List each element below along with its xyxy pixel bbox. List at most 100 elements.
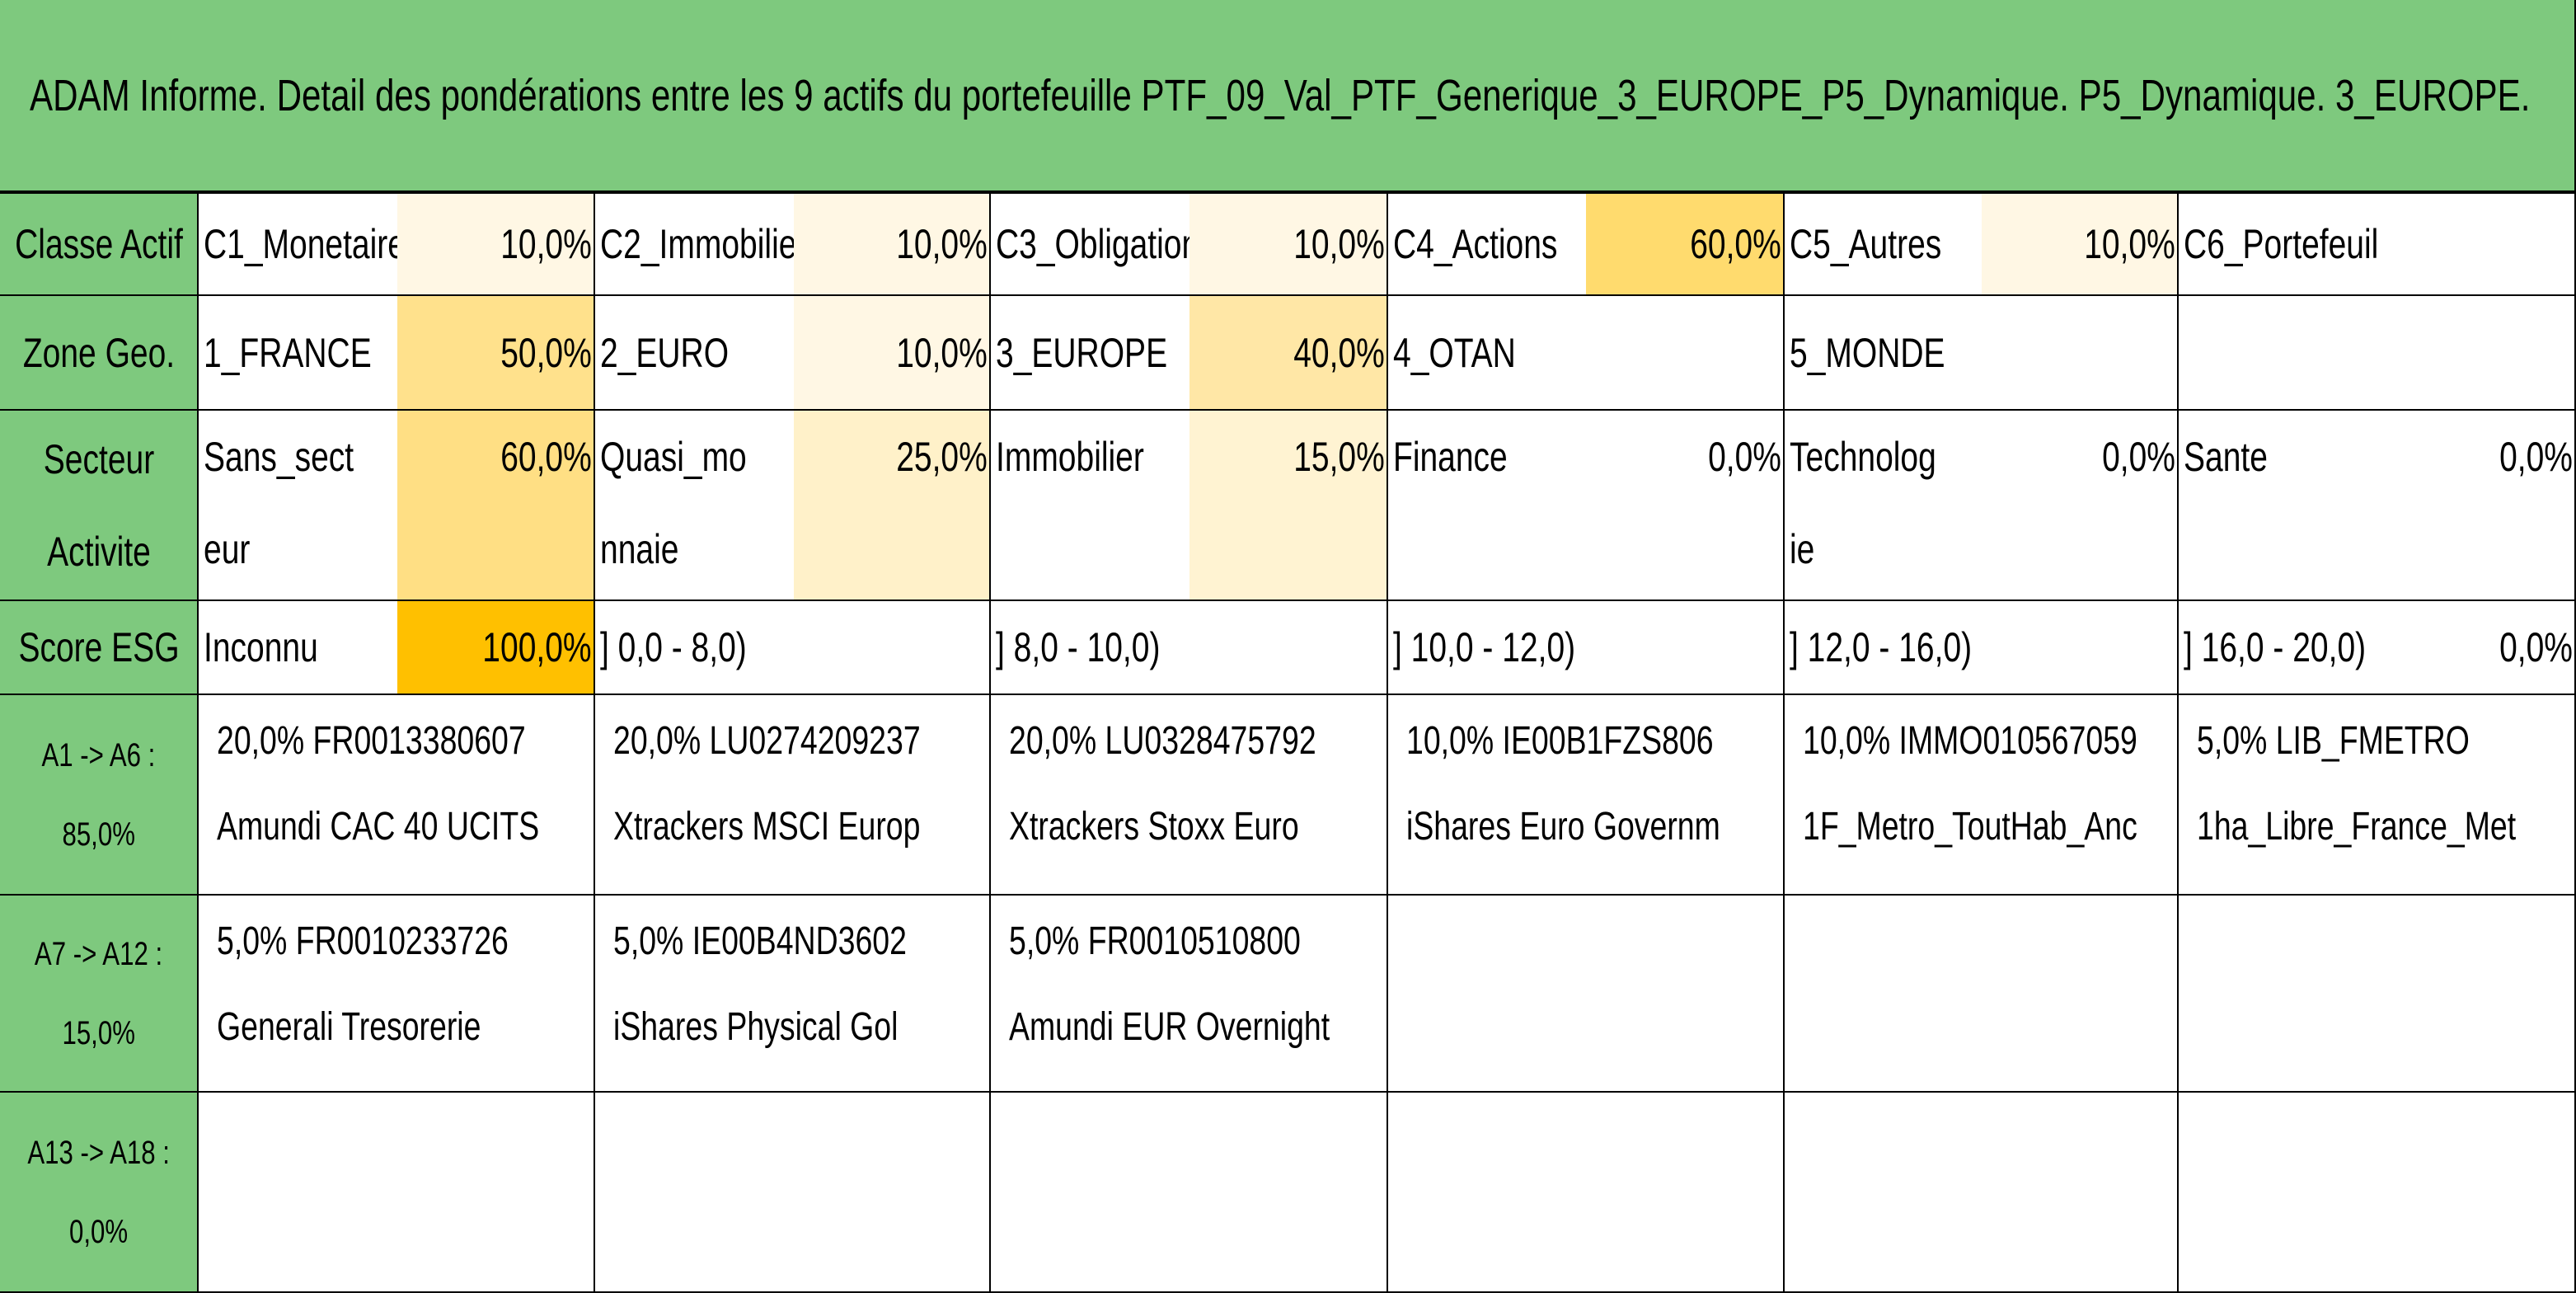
asset-total: 15,0% <box>62 1014 135 1051</box>
cell-value <box>1586 601 1785 695</box>
weight: 0,0% <box>1708 434 1781 480</box>
weight: 60,0% <box>1690 221 1781 267</box>
asset-cell: 10,0% IMMO010567059 1F_Metro_ToutHab_Anc <box>1785 695 2179 896</box>
category: 2_EURO <box>600 329 730 376</box>
weight: 15,0% <box>1293 434 1385 480</box>
category: Sante <box>2184 434 2268 480</box>
cell-name: Sante <box>2179 411 2377 601</box>
cell-value: 0,0% <box>1586 411 1785 601</box>
category: C5_Autres <box>1790 221 1942 267</box>
row-label: Zone Geo. <box>0 296 199 411</box>
cell-value <box>2377 296 2576 411</box>
asset-cell: 5,0% FR0010233726 Generali Tresorerie <box>199 896 595 1093</box>
cell-name: Finance <box>1388 411 1586 601</box>
cell-value: 15,0% <box>1189 411 1388 601</box>
cell-value: 10,0% <box>397 194 595 296</box>
asset-cell: 20,0% LU0274209237 Xtrackers MSCI Europ <box>595 695 991 896</box>
weight: 10,0% <box>500 221 592 267</box>
category: C1_Monetaire <box>204 221 397 267</box>
row-label: Score ESG <box>0 601 199 695</box>
asset-total: 85,0% <box>62 816 135 853</box>
cell-value: 0,0% <box>1982 411 2179 601</box>
category: 4_OTAN <box>1393 329 1516 376</box>
asset-cell: 5,0% IE00B4ND3602 iShares Physical Gol <box>595 896 991 1093</box>
cell-name: 1_FRANCE <box>199 296 397 411</box>
category: C3_Obligations <box>996 221 1189 267</box>
row-label: Secteur Activite <box>0 411 199 601</box>
cell-name: Technologie <box>1785 411 1982 601</box>
weight: 10,0% <box>2084 221 2175 267</box>
category: Inconnu <box>204 624 318 670</box>
cell-name: 4_OTAN <box>1388 296 1586 411</box>
asset-name: Xtrackers MSCI Europ <box>613 805 921 849</box>
asset-range: A1 -> A6 : <box>41 736 156 773</box>
asset-weight-code: 10,0% IE00B1FZS806 <box>1406 719 1714 763</box>
weight: 0,0% <box>2102 434 2175 480</box>
cell-value: 40,0% <box>1189 296 1388 411</box>
weight: 50,0% <box>500 329 592 376</box>
row-label-text: Zone Geo. <box>22 329 175 376</box>
asset-name: 1F_Metro_ToutHab_Anc <box>1803 805 2137 849</box>
cell-name: C5_Autres <box>1785 194 1982 296</box>
weight: 60,0% <box>500 434 592 480</box>
category: 1_FRANCE <box>204 329 372 376</box>
asset-name: Xtrackers Stoxx Euro <box>1009 805 1299 849</box>
category: ] 10,0 - 12,0) <box>1393 624 1576 670</box>
cell-name <box>2179 296 2377 411</box>
category: ] 0,0 - 8,0) <box>600 624 747 670</box>
cell-name: C2_Immobilier <box>595 194 794 296</box>
cell-name: Immobilier <box>991 411 1189 601</box>
cell-name: C4_Actions <box>1388 194 1586 296</box>
category: Quasi_monnaie <box>600 434 747 572</box>
asset-total: 0,0% <box>68 1213 129 1250</box>
asset-cell <box>2179 1093 2576 1293</box>
weight: 40,0% <box>1293 329 1385 376</box>
title-bar: ADAM Informe. Detail des pondérations en… <box>0 0 2576 194</box>
category: C4_Actions <box>1393 221 1558 267</box>
cell-value <box>1982 296 2179 411</box>
category: ] 12,0 - 16,0) <box>1790 624 1973 670</box>
cell-value <box>1982 601 2179 695</box>
asset-cell <box>1388 896 1785 1093</box>
cell-value: 50,0% <box>397 296 595 411</box>
cell-value: 100,0% <box>397 601 595 695</box>
asset-weight-code: 20,0% FR0013380607 <box>217 719 526 763</box>
asset-name: Amundi EUR Overnight <box>1009 1005 1330 1049</box>
category: Sans_secteur <box>204 434 354 572</box>
cell-name: Inconnu <box>199 601 397 695</box>
weight: 10,0% <box>896 221 988 267</box>
cell-name: Sans_secteur <box>199 411 397 601</box>
asset-cell: 20,0% FR0013380607 Amundi CAC 40 UCITS <box>199 695 595 896</box>
cell-value: 0,0% <box>2377 411 2576 601</box>
cell-name: 2_EURO <box>595 296 794 411</box>
cell-name: ] 8,0 - 10,0) <box>991 601 1189 695</box>
weight: 10,0% <box>1293 221 1385 267</box>
asset-label: A1 -> A6 : 85,0% <box>0 695 199 896</box>
asset-range: A13 -> A18 : <box>27 1134 170 1171</box>
cell-name: ] 10,0 - 12,0) <box>1388 601 1586 695</box>
asset-weight-code: 20,0% LU0328475792 <box>1009 719 1316 763</box>
cell-value: 0,0% <box>2377 601 2576 695</box>
cell-value: 60,0% <box>1586 194 1785 296</box>
row-label-text: Score ESG <box>17 624 180 670</box>
row-label: Classe Actif <box>0 194 199 296</box>
category: Immobilier <box>996 434 1144 480</box>
asset-cell: 5,0% LIB_FMETRO 1ha_Libre_France_Met <box>2179 695 2576 896</box>
cell-name: 3_EUROPE <box>991 296 1189 411</box>
asset-name: iShares Euro Governm <box>1406 805 1720 849</box>
asset-weight-code: 5,0% FR0010233726 <box>217 919 509 963</box>
asset-label: A7 -> A12 : 15,0% <box>0 896 199 1093</box>
asset-cell: 5,0% FR0010510800 Amundi EUR Overnight <box>991 896 1388 1093</box>
cell-name: ] 16,0 - 20,0) <box>2179 601 2377 695</box>
category: ] 16,0 - 20,0) <box>2184 624 2367 670</box>
category: C2_Immobilier <box>600 221 794 267</box>
asset-range: A7 -> A12 : <box>34 935 163 972</box>
cell-value: 25,0% <box>794 411 991 601</box>
asset-name: iShares Physical Gol <box>613 1005 899 1049</box>
asset-cell <box>2179 896 2576 1093</box>
weight: 0,0% <box>2499 624 2573 670</box>
cell-value <box>2377 194 2576 296</box>
asset-name: Amundi CAC 40 UCITS <box>217 805 540 849</box>
asset-cell: 10,0% IE00B1FZS806 iShares Euro Governm <box>1388 695 1785 896</box>
